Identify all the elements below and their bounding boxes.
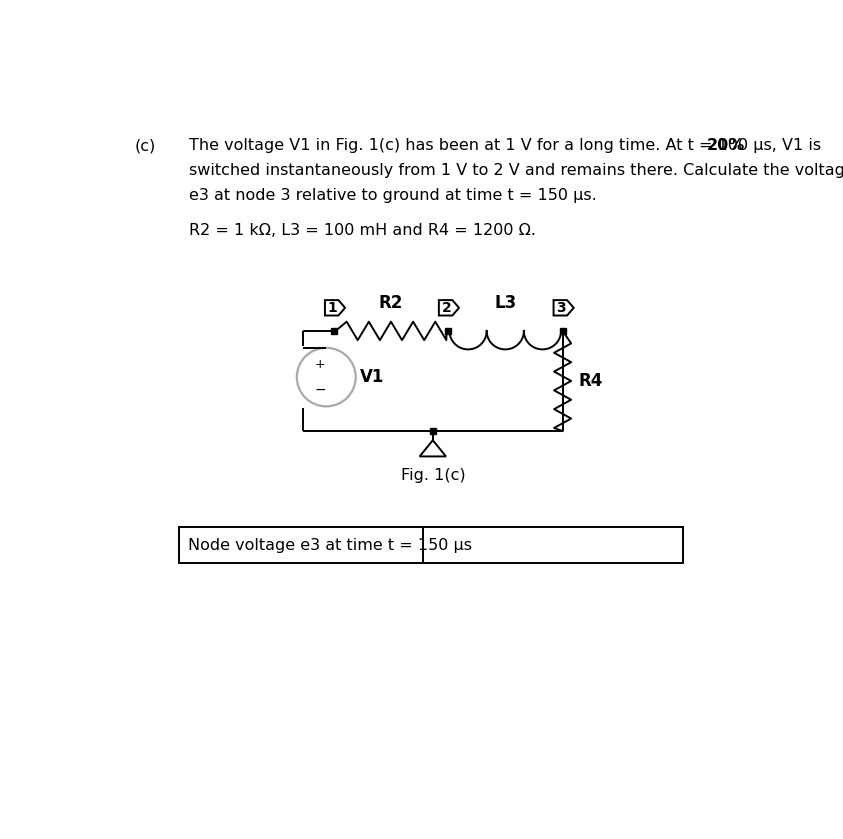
Text: The voltage V1 in Fig. 1(c) has been at 1 V for a long time. At t = 100 μs, V1 i: The voltage V1 in Fig. 1(c) has been at …: [189, 138, 821, 154]
Text: 3: 3: [556, 301, 566, 315]
Text: +: +: [314, 358, 325, 372]
Bar: [179, 527, 683, 564]
Text: −: −: [314, 383, 326, 397]
Text: R2: R2: [379, 294, 403, 311]
Text: (c): (c): [135, 138, 156, 154]
Text: 2: 2: [442, 301, 451, 315]
Text: switched instantaneously from 1 V to 2 V and remains there. Calculate the voltag: switched instantaneously from 1 V to 2 V…: [189, 163, 843, 178]
Text: 1: 1: [328, 301, 337, 315]
Text: 20%: 20%: [706, 138, 744, 154]
Text: V1: V1: [360, 368, 384, 386]
Text: e3 at node 3 relative to ground at time t = 150 μs.: e3 at node 3 relative to ground at time …: [189, 188, 597, 203]
Text: R2 = 1 kΩ, L3 = 100 mH and R4 = 1200 Ω.: R2 = 1 kΩ, L3 = 100 mH and R4 = 1200 Ω.: [189, 223, 536, 238]
Text: Node voltage e3 at time t = 150 μs: Node voltage e3 at time t = 150 μs: [188, 538, 472, 553]
Text: Fig. 1(c): Fig. 1(c): [400, 468, 465, 483]
Text: L3: L3: [494, 294, 517, 311]
Text: R4: R4: [578, 372, 603, 390]
